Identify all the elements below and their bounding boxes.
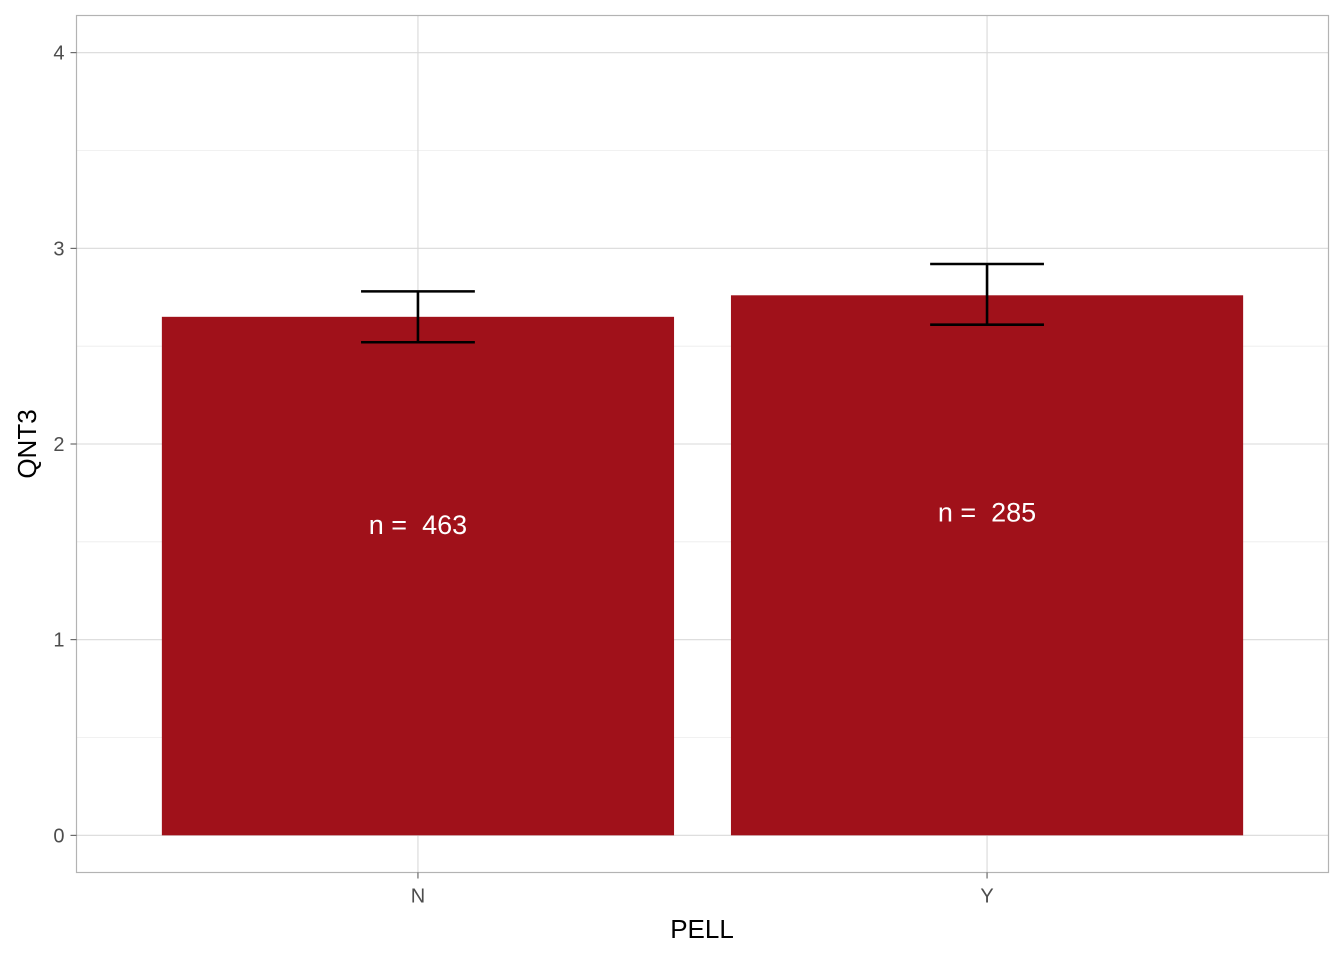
y-tick-label: 0	[53, 825, 64, 847]
bar-Y	[730, 295, 1244, 836]
bar-label-Y: n = 285	[938, 497, 1036, 527]
bar-label-N: n = 463	[369, 510, 467, 540]
bar-N	[161, 316, 675, 836]
bars	[161, 295, 1244, 836]
y-tick-label: 4	[53, 43, 64, 65]
x-tick-label-Y: Y	[980, 886, 993, 908]
y-tick-label: 3	[53, 238, 64, 260]
x-axis-title: PELL	[670, 914, 734, 944]
y-axis-ticks: 0 1 2 3 4	[53, 43, 77, 847]
bar-labels: n = 463 n = 285	[369, 497, 1036, 540]
y-tick-label: 2	[53, 434, 64, 456]
error-bars	[361, 262, 1044, 344]
x-tick-label-N: N	[411, 886, 425, 908]
y-axis-title: QNT3	[12, 409, 42, 478]
y-tick-label: 1	[53, 630, 64, 652]
